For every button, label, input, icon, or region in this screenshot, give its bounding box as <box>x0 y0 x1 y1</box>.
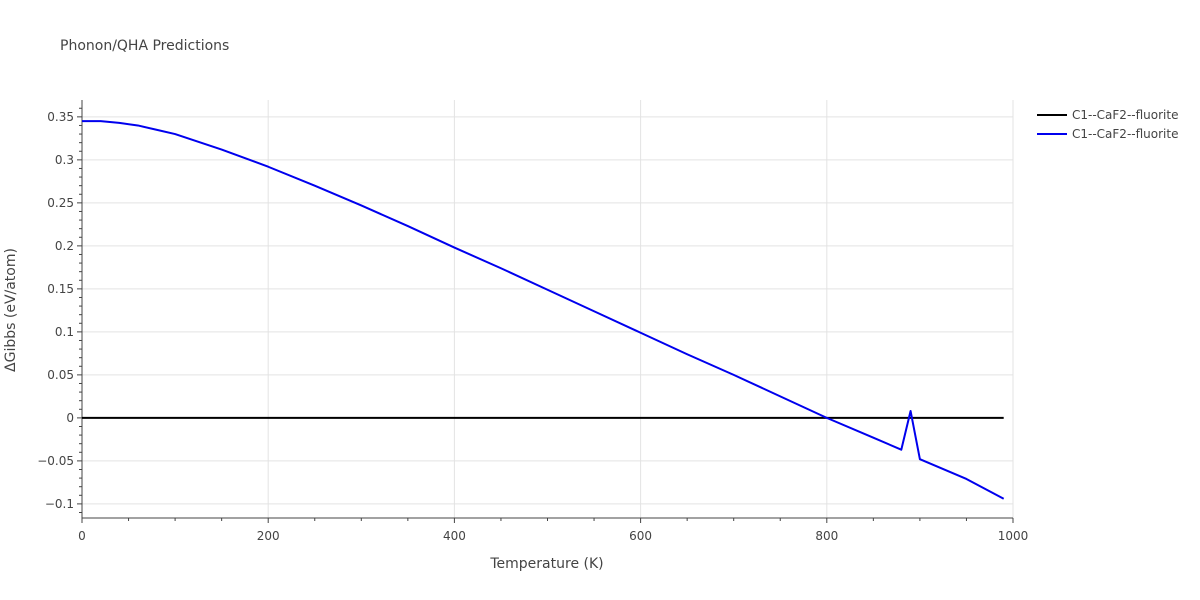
x-tick-label: 1000 <box>998 529 1029 543</box>
y-tick-label: 0 <box>66 411 74 425</box>
x-axis-title: Temperature (K) <box>489 556 603 572</box>
y-tick-label: 0.2 <box>55 239 74 253</box>
x-tick-label: 600 <box>629 529 652 543</box>
x-tick-label: 0 <box>78 529 86 543</box>
y-tick-label: 0.15 <box>47 282 74 296</box>
legend-label-1: C1--CaF2--fluorite <box>1072 127 1178 141</box>
series-group <box>82 120 1005 500</box>
y-tick-labels: −0.1 −0.05 0 0.05 0.1 0.15 0.2 0.25 0.3 0.35 <box>37 110 74 511</box>
series-line-1 <box>82 120 1005 500</box>
legend: C1--CaF2--fluorite C1--CaF2--fluorite <box>1037 108 1178 141</box>
x-tick-labels: 0 200 400 600 800 1000 <box>78 529 1028 543</box>
y-tick-label: 0.1 <box>55 325 74 339</box>
y-tick-label: 0.25 <box>47 196 74 210</box>
y-axis-title: ΔGibbs (eV/atom) <box>3 248 19 372</box>
x-tick-label: 400 <box>443 529 466 543</box>
y-tick-label: −0.05 <box>37 454 74 468</box>
y-tick-label: 0.3 <box>55 153 74 167</box>
axes <box>81 100 1013 519</box>
legend-label-0: C1--CaF2--fluorite <box>1072 108 1178 122</box>
x-tick-label: 800 <box>815 529 838 543</box>
y-tick-label: 0.35 <box>47 110 74 124</box>
chart-title: Phonon/QHA Predictions <box>60 38 229 54</box>
grid <box>82 100 1014 518</box>
x-tick-label: 200 <box>257 529 280 543</box>
y-tick-label: −0.1 <box>45 497 74 511</box>
y-tick-label: 0.05 <box>47 368 74 382</box>
